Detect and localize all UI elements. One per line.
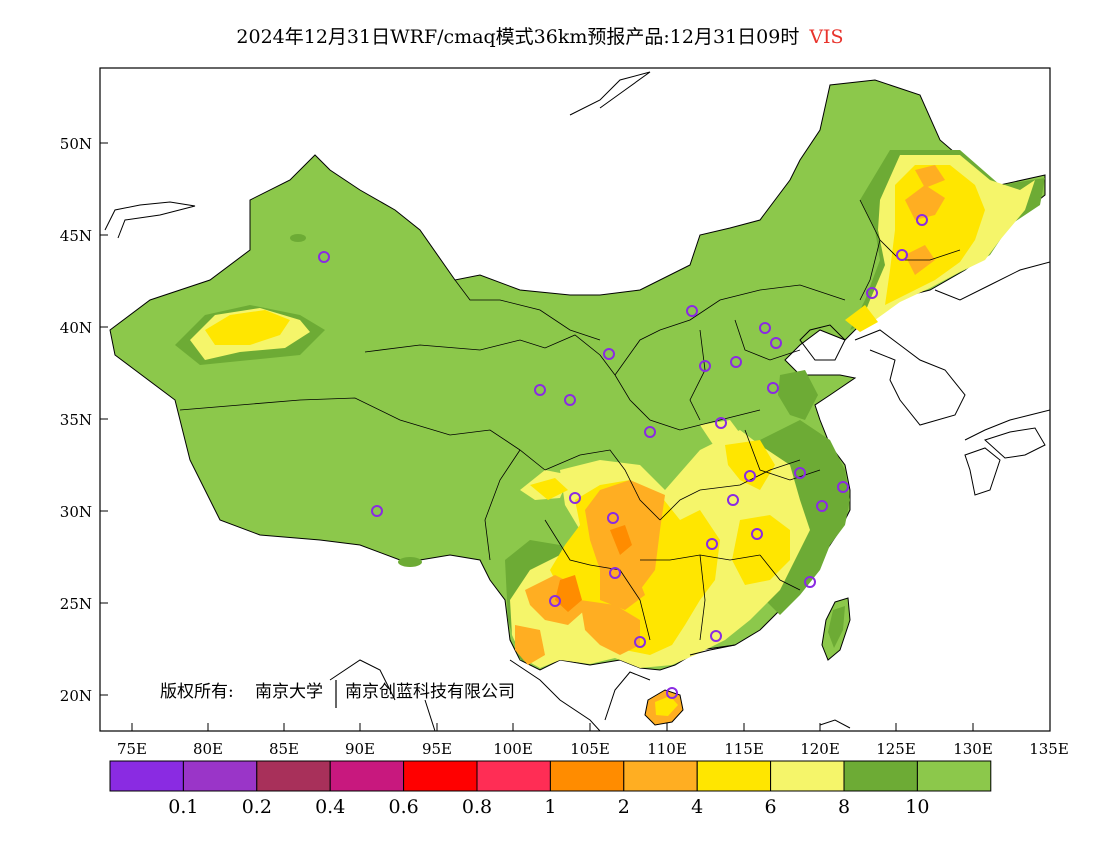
lon-label-115e: 115E (724, 740, 764, 758)
copyright-prefix: 版权所有: (160, 682, 234, 702)
lon-label-95e: 95E (422, 740, 452, 758)
lon-label-130e: 130E (953, 740, 993, 758)
lat-label-45n: 45N (60, 227, 92, 245)
latitude-axis: 50N 45N 40N 35N 30N 25N 20N (60, 135, 108, 705)
lat-label-40n: 40N (60, 319, 92, 337)
colorbar-label: 4 (691, 796, 703, 818)
lat-label-50n: 50N (60, 135, 92, 153)
colorbar-label: 0.8 (462, 796, 492, 818)
longitude-axis: 75E 80E 85E 90E 95E 100E 105E 110E 115E … (117, 723, 1069, 758)
colorbar-swatch (623, 760, 698, 792)
map-frame (99, 67, 1051, 732)
colorbar-label: 0.6 (388, 796, 418, 818)
lon-label-75e: 75E (117, 740, 147, 758)
colorbar-label: 0.4 (315, 796, 345, 818)
lon-label-110e: 110E (647, 740, 687, 758)
lon-label-90e: 90E (345, 740, 375, 758)
colorbar-swatch (403, 760, 478, 792)
colorbar-swatch (182, 760, 258, 792)
neighbour-outlines (104, 71, 1050, 731)
colorbar-swatch (329, 760, 405, 792)
colorbar-label: 6 (765, 796, 777, 818)
colorbar-swatch (916, 760, 992, 792)
colorbar: 0.1 0.2 0.4 0.6 0.8 1 2 4 6 8 10 (109, 760, 992, 818)
lat-label-35n: 35N (60, 411, 92, 429)
colorbar-swatch (476, 760, 551, 792)
colorbar-swatch (843, 760, 918, 792)
lon-label-105e: 105E (570, 740, 610, 758)
title-main: 2024年12月31日WRF/cmaq模式36km预报产品:12月31日09时 (236, 26, 800, 48)
colorbar-swatch (770, 760, 845, 792)
lon-label-120e: 120E (800, 740, 840, 758)
lon-label-135e: 135E (1029, 740, 1069, 758)
colorbar-swatch (256, 760, 331, 792)
lat-label-25n: 25N (60, 595, 92, 613)
colorbar-label: 0.1 (168, 796, 198, 818)
station-markers (318, 214, 928, 699)
colorbar-label: 10 (905, 796, 929, 818)
visibility-1-2km (555, 525, 632, 612)
colorbar-swatch (696, 760, 772, 792)
lon-label-125e: 125E (876, 740, 916, 758)
colorbar-swatch (549, 760, 625, 792)
copyright-org2: 南京创蓝科技有限公司 (345, 682, 515, 702)
colorbar-label: 0.2 (242, 796, 272, 818)
title-variable: VIS (809, 26, 844, 48)
lon-label-80e: 80E (193, 740, 223, 758)
lat-label-30n: 30N (60, 503, 92, 521)
lat-label-20n: 20N (60, 687, 92, 705)
colorbar-label: 1 (544, 796, 556, 818)
map-title: 2024年12月31日WRF/cmaq模式36km预报产品:12月31日09时 V… (0, 22, 1080, 49)
copyright-org1: 南京大学 (255, 682, 323, 702)
colorbar-swatch (109, 760, 184, 792)
province-borders (179, 199, 961, 641)
colorbar-label: 8 (838, 796, 850, 818)
colorbar-label: 2 (618, 796, 630, 818)
lon-label-85e: 85E (269, 740, 299, 758)
lon-label-100e: 100E (493, 740, 533, 758)
map-panel (104, 71, 1050, 731)
copyright-note: 版权所有: 南京大学 南京创蓝科技有限公司 (160, 680, 515, 708)
